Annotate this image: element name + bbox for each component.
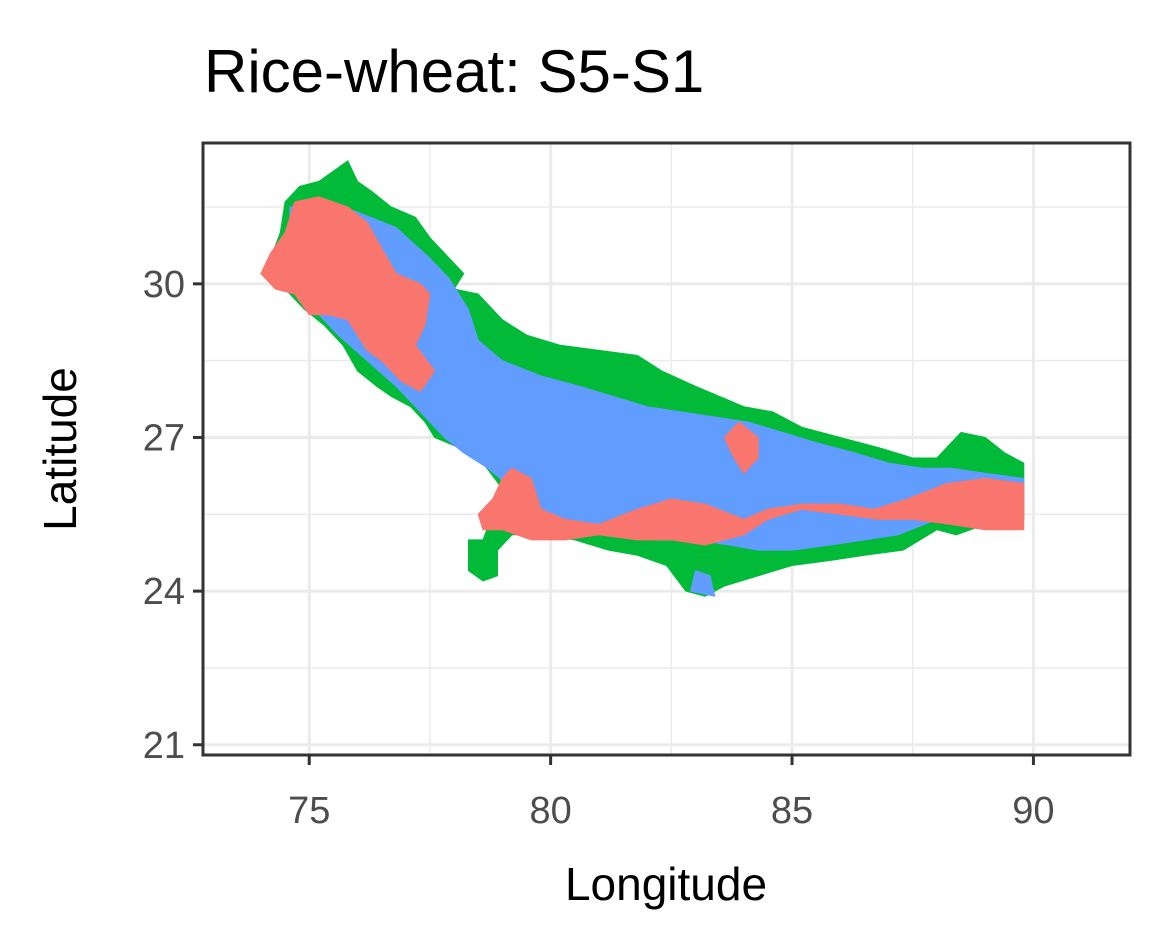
y-tick-label: 24 xyxy=(143,571,185,613)
y-axis: 21 24 27 30 xyxy=(143,264,203,767)
x-axis: 75 80 85 90 xyxy=(288,755,1055,832)
y-tick-label: 30 xyxy=(143,264,185,306)
y-tick-label: 27 xyxy=(143,417,185,459)
region-green xyxy=(468,539,499,582)
panel-border xyxy=(201,141,1132,757)
region-red xyxy=(260,196,436,393)
region-red xyxy=(723,421,759,475)
x-tick-label: 75 xyxy=(288,790,330,832)
chart-title: Rice-wheat: S5-S1 xyxy=(204,38,704,105)
x-tick-label: 80 xyxy=(529,790,571,832)
map-regions xyxy=(260,160,1025,597)
region-blue xyxy=(689,569,716,597)
y-axis-title: Latitude xyxy=(34,367,86,531)
x-tick-label: 85 xyxy=(771,790,813,832)
region-red xyxy=(477,467,1025,546)
x-tick-label: 90 xyxy=(1012,790,1054,832)
x-axis-title: Longitude xyxy=(565,858,767,910)
y-tick-label: 21 xyxy=(143,725,185,767)
